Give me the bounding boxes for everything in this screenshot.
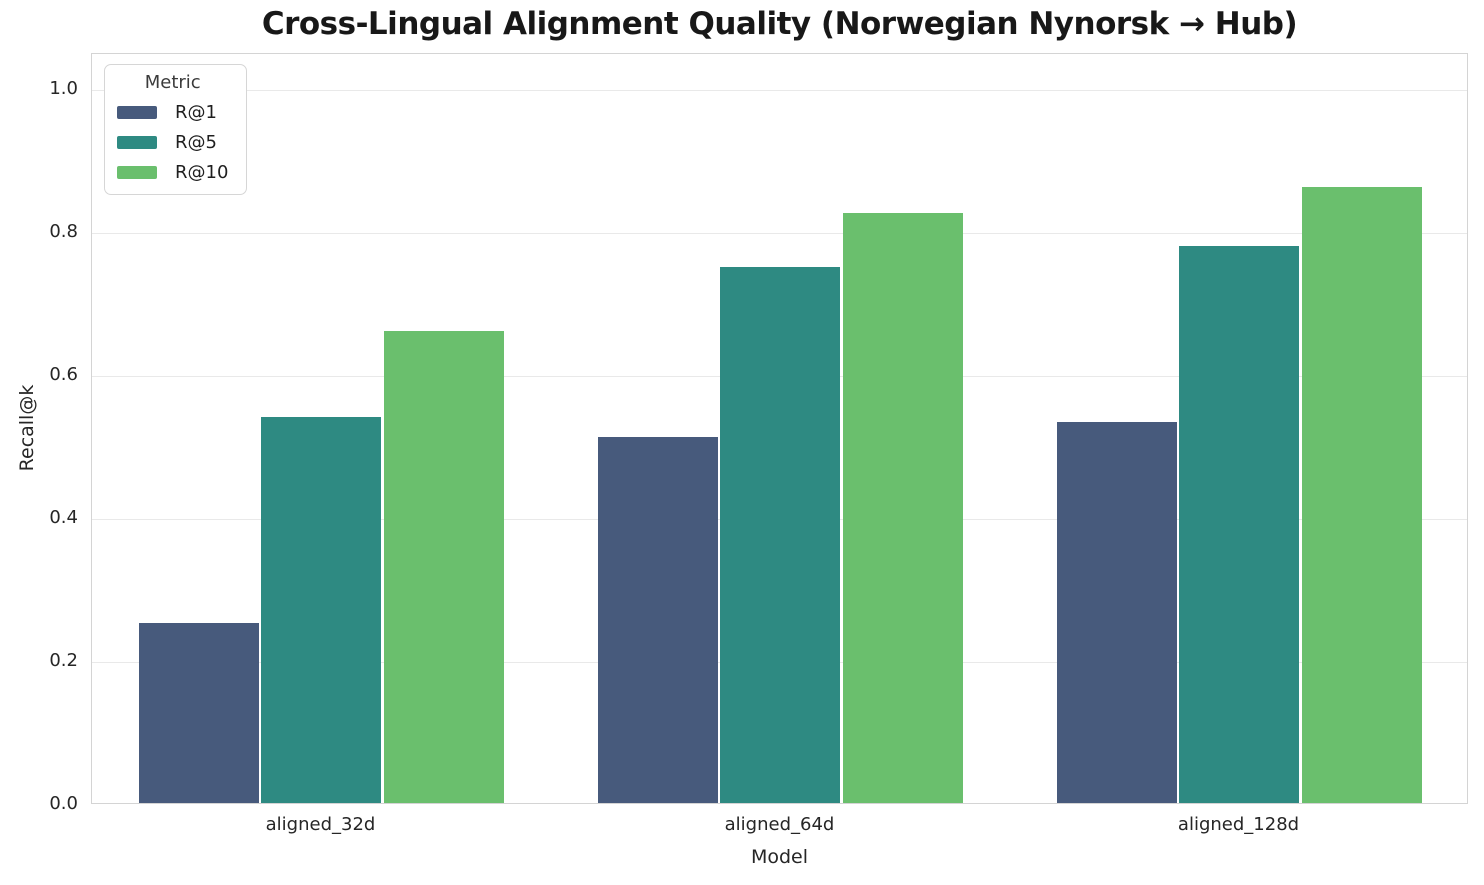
- legend-swatch: [117, 106, 157, 119]
- gridline: [92, 89, 1467, 91]
- x-tick-label: aligned_128d: [1177, 814, 1300, 835]
- x-tick-label: aligned_32d: [265, 814, 376, 835]
- legend-title: Metric: [144, 72, 201, 93]
- bar: [1301, 187, 1422, 803]
- legend-entries: R@1 R@5 R@10: [117, 102, 228, 183]
- bar: [720, 267, 840, 803]
- chart-title: Cross-Lingual Alignment Quality (Norwegi…: [261, 6, 1298, 42]
- legend: Metric R@1 R@5 R@10: [104, 64, 248, 195]
- gridline: [92, 232, 1467, 234]
- bar: [383, 330, 504, 803]
- y-tick-label: 0.2: [49, 650, 78, 671]
- x-tick-label: aligned_64d: [724, 814, 835, 835]
- x-axis-label: Model: [750, 846, 809, 868]
- bar: [138, 622, 259, 803]
- plot-area: Metric R@1 R@5 R@10: [91, 53, 1468, 804]
- bar: [261, 416, 381, 803]
- y-tick-label: 1.0: [49, 77, 78, 99]
- legend-entry-label: R@1: [175, 102, 217, 123]
- y-tick-label: 0.8: [49, 220, 78, 242]
- legend-entry-label: R@10: [175, 162, 229, 183]
- legend-entry: R@5: [117, 132, 228, 153]
- y-tick-label: 0.6: [49, 363, 78, 385]
- legend-entry: R@1: [117, 102, 228, 123]
- bar: [1179, 245, 1299, 803]
- bar: [597, 436, 718, 803]
- y-axis-label: Recall@k: [16, 384, 38, 472]
- legend-swatch: [117, 136, 157, 149]
- legend-swatch: [117, 166, 157, 179]
- legend-entry-label: R@5: [175, 132, 217, 153]
- bar: [1056, 421, 1177, 803]
- bar: [842, 212, 963, 803]
- y-tick-label: 0.0: [49, 793, 78, 814]
- legend-entry: R@10: [117, 162, 228, 183]
- y-tick-label: 0.4: [49, 506, 78, 528]
